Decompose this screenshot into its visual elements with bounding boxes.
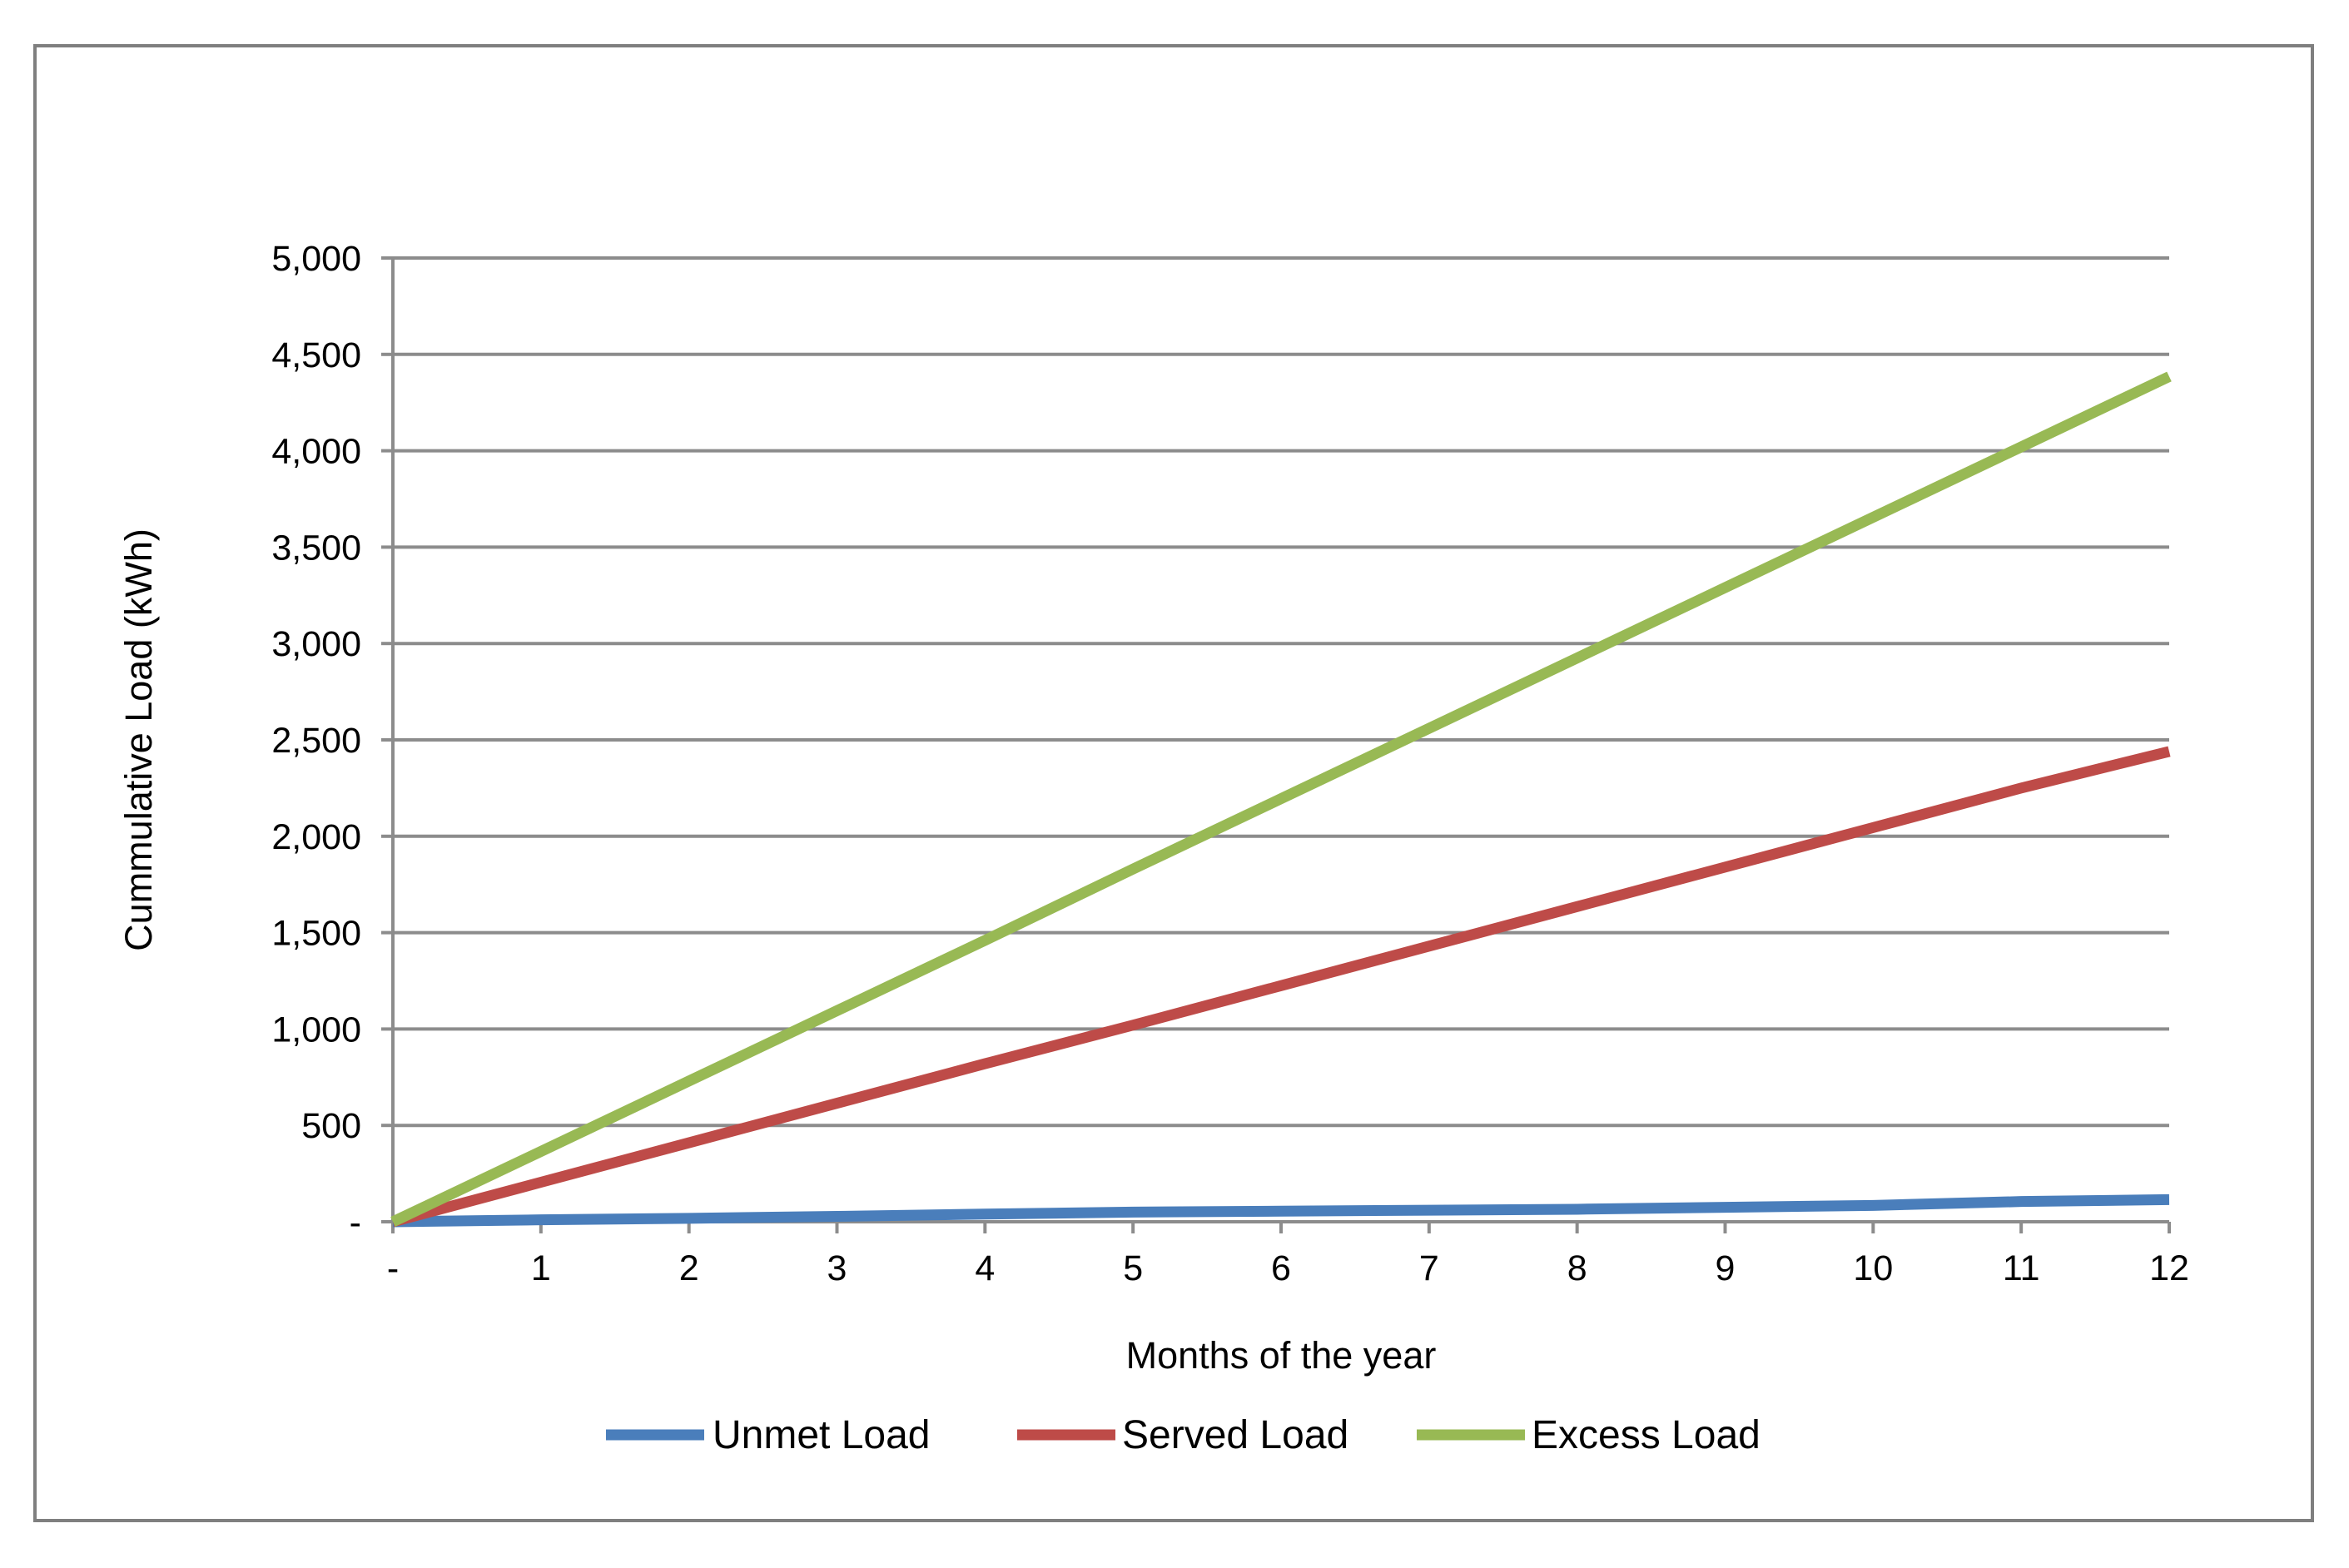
series-line-excess-load (390, 371, 2172, 1227)
x-tick-label: 7 (1419, 1248, 1439, 1288)
y-tick-label: 4,000 (271, 432, 361, 472)
y-tick-label: 2,000 (271, 817, 361, 857)
x-tick-label: 10 (1853, 1248, 1893, 1288)
legend-label-excess-load: Excess Load (1532, 1413, 1761, 1457)
gridlines (393, 256, 2169, 1128)
legend: Unmet Load Served Load Excess Load (606, 1413, 1761, 1457)
x-tick-label: 6 (1271, 1248, 1291, 1288)
y-tick-label: 5,000 (271, 239, 361, 279)
x-tick-label: 1 (531, 1248, 551, 1288)
y-axis-title: Cummulative Load (kWh) (117, 528, 160, 951)
legend-label-served-load: Served Load (1122, 1413, 1348, 1457)
series-line-unmet-load (392, 1193, 2170, 1228)
x-tick-label: 8 (1567, 1248, 1587, 1288)
y-tick-label: 4,500 (271, 335, 361, 375)
y-tick-label: - (350, 1203, 361, 1243)
y-tick-label: 500 (301, 1106, 361, 1146)
y-tick-label: 1,500 (271, 914, 361, 954)
y-tick-label: 3,000 (271, 624, 361, 664)
x-tick-label: 4 (975, 1248, 995, 1288)
chart-frame (33, 44, 2314, 1522)
y-tick-label: 3,500 (271, 528, 361, 568)
x-tick-label: 3 (827, 1248, 847, 1288)
x-tick-label: 9 (1716, 1248, 1736, 1288)
x-tick-label: 5 (1123, 1248, 1143, 1288)
y-tick-label: 2,500 (271, 721, 361, 761)
x-tick-label: 12 (2149, 1248, 2189, 1288)
series-line-served-load (391, 746, 2171, 1228)
tick-labels: - 500 1,000 1,500 2,000 2,500 3,000 3,500 4,000 4… (271, 239, 2189, 1288)
x-tick-label: 11 (2003, 1248, 2040, 1288)
series-lines (390, 371, 2172, 1228)
legend-label-unmet-load: Unmet Load (713, 1413, 931, 1457)
axes (381, 256, 2171, 1233)
x-tick-label: - (387, 1248, 399, 1288)
x-axis-title: Months of the year (1126, 1334, 1437, 1377)
x-tick-label: 2 (679, 1248, 699, 1288)
y-tick-label: 1,000 (271, 1010, 361, 1049)
